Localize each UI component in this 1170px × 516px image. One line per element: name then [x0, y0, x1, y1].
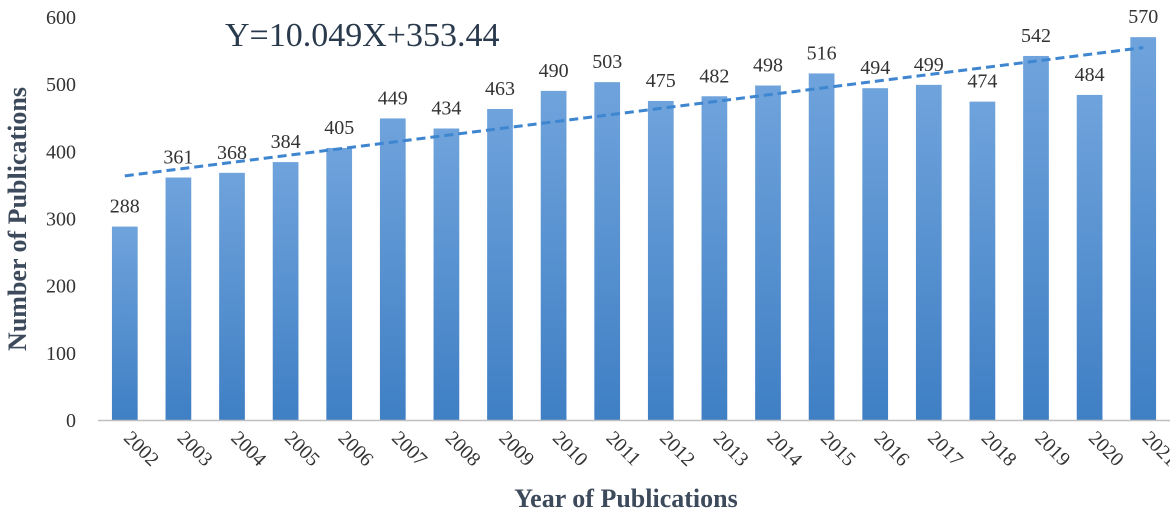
bar-2020 — [1076, 94, 1103, 420]
bar-2017 — [915, 84, 942, 421]
y-axis: 0 100 200 300 400 500 600 — [46, 7, 76, 432]
data-label-2019: 542 — [1021, 25, 1051, 47]
y-tick-label: 300 — [46, 209, 76, 231]
data-label-2013: 482 — [699, 65, 729, 87]
data-label-2018: 474 — [967, 71, 997, 93]
y-tick-label: 200 — [46, 276, 76, 298]
x-tick-label: 2003 — [173, 427, 217, 471]
trendline — [124, 46, 1144, 178]
bar-2008 — [433, 128, 460, 420]
x-tick-label: 2012 — [655, 427, 699, 471]
trendline-equation: Y=10.049X+353.44 — [225, 17, 499, 54]
bar-2006 — [326, 147, 353, 420]
data-label-2003: 361 — [163, 147, 193, 169]
data-label-2021: 570 — [1128, 6, 1158, 28]
x-tick-label: 2014 — [762, 427, 806, 471]
y-tick-label: 400 — [46, 141, 76, 163]
data-label-2005: 384 — [271, 131, 301, 153]
y-tick-label: 0 — [66, 410, 76, 432]
x-tick-label: 2008 — [441, 427, 485, 471]
x-tick-label: 2009 — [494, 427, 538, 471]
x-tick-label: 2011 — [602, 427, 645, 470]
x-tick-label: 2016 — [870, 427, 914, 471]
bar-2015 — [808, 73, 835, 421]
x-axis: 2002 2003 2004 2005 2006 2007 2008 2009 2010 2011… — [98, 419, 1170, 471]
x-tick-label: 2019 — [1030, 427, 1074, 471]
bar-2019 — [1023, 55, 1049, 420]
bar-2002 — [111, 226, 138, 420]
bar-2016 — [862, 88, 889, 421]
bar-2007 — [379, 118, 406, 421]
bar-2014 — [755, 85, 781, 420]
bar-2013 — [701, 96, 728, 421]
x-tick-label: 2017 — [923, 427, 967, 471]
bar-2018 — [969, 101, 996, 420]
x-tick-label: 2021 — [1138, 427, 1170, 471]
y-tick-label: 500 — [46, 74, 76, 96]
data-label-2004: 368 — [217, 142, 247, 164]
data-label-2015: 516 — [807, 42, 837, 64]
bar-2021 — [1130, 37, 1157, 421]
data-label-2012: 475 — [646, 70, 676, 92]
data-label-2011: 503 — [592, 51, 622, 73]
data-label-2017: 499 — [914, 54, 944, 76]
x-tick-label: 2013 — [709, 427, 753, 471]
x-tick-label: 2010 — [548, 427, 592, 471]
x-tick-label: 2020 — [1084, 427, 1128, 471]
bar-2012 — [647, 100, 674, 420]
y-tick-label: 600 — [46, 7, 76, 29]
x-tick-label: 2015 — [816, 427, 860, 471]
data-label-2007: 449 — [378, 87, 408, 109]
data-label-2014: 498 — [753, 55, 783, 77]
data-label-2008: 434 — [431, 97, 461, 119]
data-label-2016: 494 — [860, 57, 890, 79]
x-tick-label: 2018 — [977, 427, 1021, 471]
x-tick-label: 2004 — [226, 427, 270, 471]
data-label-2020: 484 — [1075, 64, 1105, 86]
bar-2005 — [272, 162, 299, 420]
bar-2010 — [540, 90, 567, 420]
trend-line — [124, 46, 1144, 178]
data-label-2009: 463 — [485, 78, 515, 100]
data-label-2002: 288 — [110, 196, 140, 218]
data-label-2010: 490 — [539, 60, 569, 82]
bar-2009 — [487, 109, 513, 420]
bars — [111, 37, 1157, 421]
bar-2004 — [219, 172, 245, 420]
data-label-2006: 405 — [324, 117, 354, 139]
bar-2003 — [165, 177, 192, 420]
x-tick-label: 2002 — [119, 427, 163, 471]
bar-2011 — [594, 82, 621, 420]
y-tick-label: 100 — [46, 343, 76, 365]
x-tick-label: 2007 — [387, 427, 431, 471]
x-axis-title: Year of Publications — [514, 484, 737, 513]
data-labels: 288 361 368 384 405 449 434 463 490 503 475 482 498 5… — [110, 6, 1158, 217]
y-axis-title: Number of Publications — [3, 87, 32, 351]
x-tick-label: 2006 — [334, 427, 378, 471]
x-tick-label: 2005 — [280, 427, 324, 471]
